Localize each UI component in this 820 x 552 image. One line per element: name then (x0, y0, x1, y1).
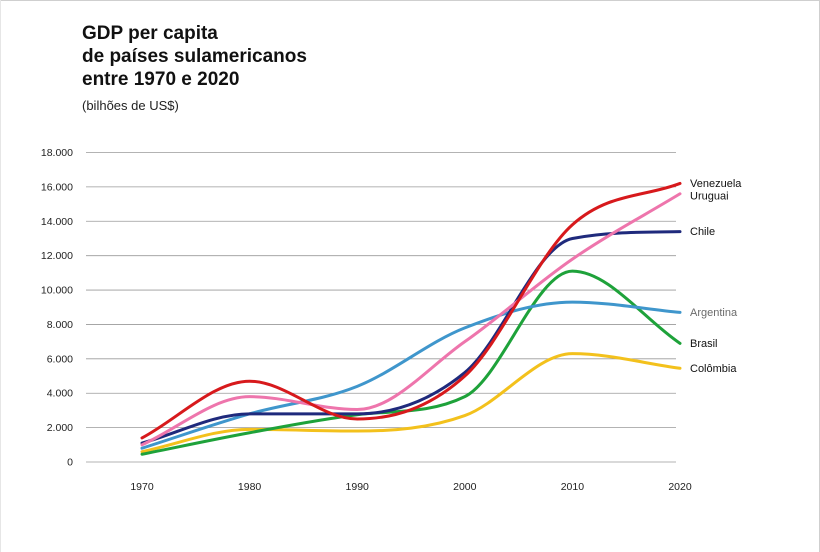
gridlines (86, 152, 676, 463)
y-tick-label: 10.000 (41, 285, 73, 297)
y-tick-label: 12.000 (41, 250, 73, 262)
y-axis-tick-labels: 0 2.000 4.000 6.000 8.000 10.000 12.000 14.000 1… (41, 147, 73, 469)
series-line-venezuela (140, 181, 682, 440)
series-lines (140, 181, 682, 456)
series-line-argentina (140, 300, 682, 450)
series-line-brasil (140, 269, 682, 456)
chart-title: GDP per capita de países sulamericanos e… (82, 22, 307, 91)
frame-left-border (0, 0, 1, 552)
chart-title-line-1: GDP per capita (82, 23, 218, 44)
legend-label-colombia: Colômbia (690, 363, 737, 375)
y-tick-label: 2.000 (47, 422, 73, 434)
legend-label-chile: Chile (690, 226, 715, 238)
x-tick-label: 1970 (130, 481, 154, 493)
y-tick-label: 14.000 (41, 216, 73, 228)
y-tick-label: 16.000 (41, 181, 73, 193)
series-line-colombia (140, 352, 682, 454)
x-tick-label: 1990 (346, 481, 370, 493)
chart-subtitle: (bilhões de US$) (82, 98, 179, 113)
series-line-uruguai (140, 192, 682, 447)
chart-title-line-3: entre 1970 e 2020 (82, 69, 240, 90)
x-tick-label: 2010 (561, 481, 585, 493)
x-axis-tick-labels: 1970 1980 1990 2000 2010 2020 (130, 481, 692, 493)
x-tick-label: 2020 (668, 481, 692, 493)
x-tick-label: 2000 (453, 481, 477, 493)
legend-label-uruguai: Uruguai (690, 190, 729, 202)
y-tick-label: 4.000 (47, 388, 73, 400)
series-line-chile (140, 230, 682, 445)
y-tick-label: 6.000 (47, 353, 73, 365)
y-tick-label: 8.000 (47, 319, 73, 331)
legend-label-venezuela: Venezuela (690, 178, 742, 190)
legend-label-brasil: Brasil (690, 338, 718, 350)
x-tick-label: 1980 (238, 481, 262, 493)
frame-top-border (0, 0, 820, 1)
legend-label-argentina: Argentina (690, 307, 738, 319)
y-tick-label: 18.000 (41, 147, 73, 159)
y-tick-label: 0 (67, 457, 73, 469)
chart-title-line-2: de países sulamericanos (82, 46, 307, 67)
